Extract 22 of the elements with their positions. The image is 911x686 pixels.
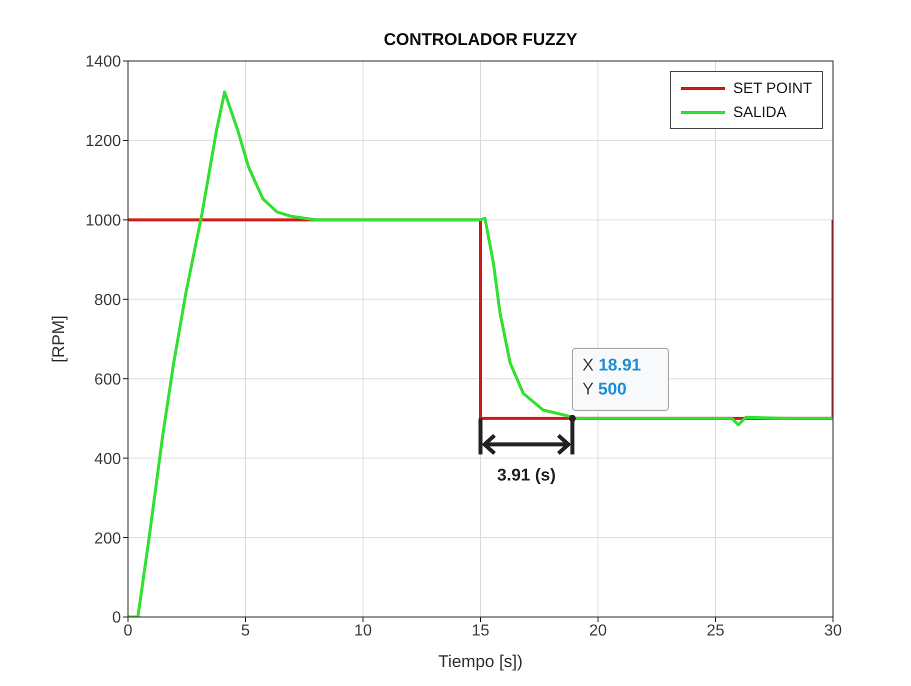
legend-label: SALIDA (733, 104, 786, 120)
y-tick-label: 800 (94, 292, 122, 309)
y-tick-label: 600 (94, 371, 122, 388)
y-axis-title: [RPM] (49, 315, 68, 363)
y-tick-label: 1400 (85, 54, 122, 71)
y-tick-label: 1000 (85, 212, 122, 230)
x-tick-label: 10 (354, 622, 372, 640)
x-tick-label: 0 (124, 622, 133, 640)
x-tick-label: 30 (824, 622, 842, 640)
y-tick-label: 400 (94, 450, 122, 468)
annotation: X 18.91 Y 500 (582, 355, 642, 398)
legend-label: SET POINT (733, 80, 812, 96)
chart-title: CONTROLADOR FUZZY (382, 30, 578, 50)
y-tick-label: 0 (112, 610, 122, 627)
x-tick-label: 20 (589, 622, 607, 640)
y-tick-label: 200 (94, 530, 122, 548)
y-tick-label: 1200 (85, 133, 122, 150)
x-tick-label: 25 (706, 622, 724, 640)
annotation: 3.91 (s) (497, 465, 556, 484)
x-tick-label: 5 (241, 622, 250, 640)
x-axis-title: Tiempo [s]) (438, 652, 523, 671)
x-tick-label: 15 (472, 622, 490, 640)
